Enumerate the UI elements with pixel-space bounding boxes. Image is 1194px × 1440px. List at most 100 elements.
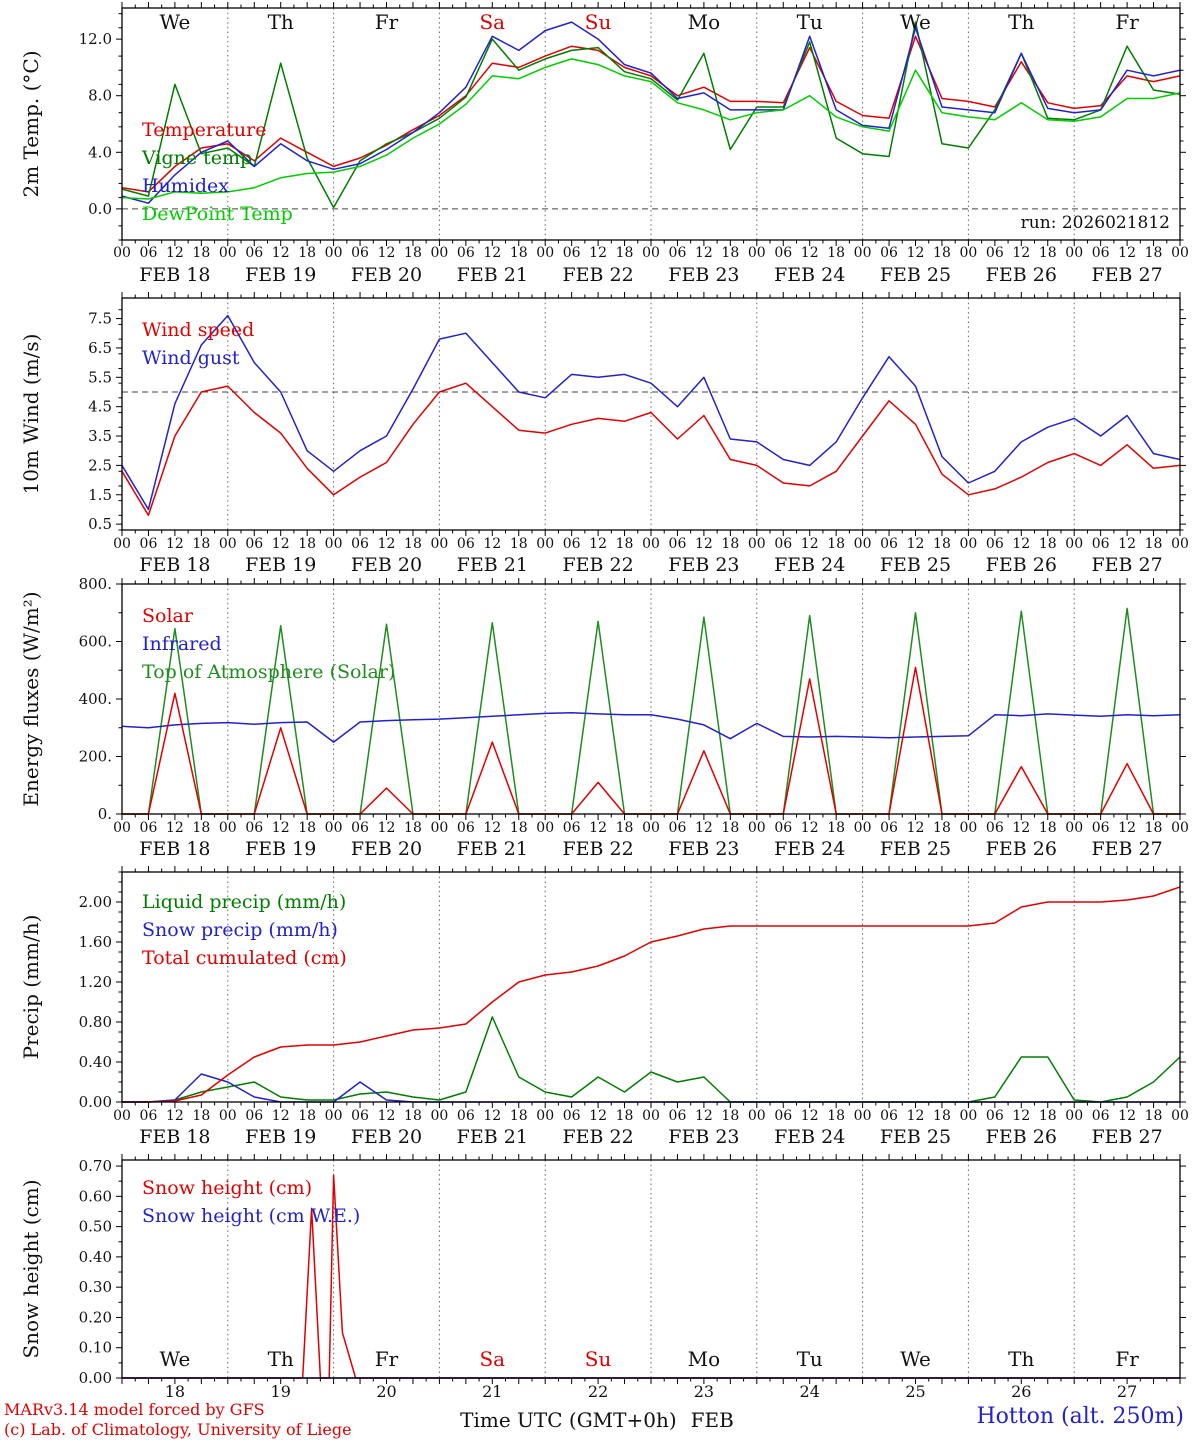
svg-text:FEB 22: FEB 22 xyxy=(562,838,633,860)
svg-text:06: 06 xyxy=(880,1108,898,1124)
svg-text:06: 06 xyxy=(669,536,687,552)
svg-text:We: We xyxy=(160,10,191,34)
svg-text:Infrared: Infrared xyxy=(142,633,222,655)
svg-text:18: 18 xyxy=(721,536,739,552)
svg-text:12: 12 xyxy=(589,245,607,261)
svg-text:00: 00 xyxy=(642,1108,660,1124)
svg-text:12: 12 xyxy=(1118,820,1136,836)
svg-text:Top of Atmosphere (Solar): Top of Atmosphere (Solar) xyxy=(142,661,395,683)
temperature-chart: 00 06 12 18 00 06 12 18 00 06 12 18 00 06 12 18 00 06 12 18… xyxy=(19,2,1189,286)
svg-text:00: 00 xyxy=(325,536,343,552)
svg-text:We: We xyxy=(900,10,931,34)
svg-text:18: 18 xyxy=(510,820,528,836)
svg-text:18: 18 xyxy=(510,536,528,552)
svg-text:06: 06 xyxy=(245,245,263,261)
svg-text:06: 06 xyxy=(669,245,687,261)
svg-text:FEB 18: FEB 18 xyxy=(139,554,210,576)
svg-text:FEB 24: FEB 24 xyxy=(774,264,845,286)
svg-text:18: 18 xyxy=(1039,536,1057,552)
svg-text:12: 12 xyxy=(801,536,819,552)
svg-text:Th: Th xyxy=(268,10,294,34)
svg-text:DewPoint Temp: DewPoint Temp xyxy=(142,203,293,225)
svg-text:18: 18 xyxy=(616,820,634,836)
svg-text:18: 18 xyxy=(933,536,951,552)
svg-text:12: 12 xyxy=(907,1108,925,1124)
svg-text:FEB 22: FEB 22 xyxy=(562,264,633,286)
svg-text:FEB 26: FEB 26 xyxy=(986,554,1057,576)
svg-text:18: 18 xyxy=(404,245,422,261)
svg-text:06: 06 xyxy=(669,820,687,836)
svg-text:FEB 24: FEB 24 xyxy=(774,1126,845,1148)
svg-text:5.5: 5.5 xyxy=(88,368,112,386)
svg-text:12: 12 xyxy=(272,820,290,836)
svg-text:FEB 25: FEB 25 xyxy=(880,264,951,286)
svg-text:12: 12 xyxy=(695,536,713,552)
svg-text:06: 06 xyxy=(1092,1108,1110,1124)
svg-text:8.0: 8.0 xyxy=(88,87,112,105)
svg-text:FEB 24: FEB 24 xyxy=(774,554,845,576)
svg-text:18: 18 xyxy=(298,536,316,552)
svg-text:25: 25 xyxy=(905,1382,925,1401)
svg-text:0.80: 0.80 xyxy=(79,1013,112,1031)
svg-text:FEB 27: FEB 27 xyxy=(1091,1126,1162,1148)
svg-text:Fr: Fr xyxy=(1115,1347,1139,1371)
model-credit-line2: (c) Lab. of Climatology, University of L… xyxy=(4,1420,352,1439)
svg-text:06: 06 xyxy=(774,820,792,836)
svg-text:24: 24 xyxy=(800,1382,820,1401)
svg-text:Temperature: Temperature xyxy=(142,119,266,141)
svg-text:Sa: Sa xyxy=(479,1347,505,1371)
svg-text:4.0: 4.0 xyxy=(88,143,112,161)
svg-text:00: 00 xyxy=(430,536,448,552)
svg-text:06: 06 xyxy=(140,536,158,552)
svg-text:06: 06 xyxy=(774,1108,792,1124)
svg-text:0.00: 0.00 xyxy=(79,1369,112,1387)
svg-text:06: 06 xyxy=(880,536,898,552)
svg-text:12: 12 xyxy=(695,820,713,836)
svg-text:FEB 22: FEB 22 xyxy=(562,554,633,576)
svg-text:FEB 23: FEB 23 xyxy=(668,1126,739,1148)
svg-text:00: 00 xyxy=(854,1108,872,1124)
svg-text:12: 12 xyxy=(695,1108,713,1124)
svg-text:0.5: 0.5 xyxy=(88,515,112,533)
svg-text:18: 18 xyxy=(404,820,422,836)
svg-text:0.60: 0.60 xyxy=(79,1187,112,1205)
svg-text:10m Wind (m/s): 10m Wind (m/s) xyxy=(19,334,43,495)
svg-text:00: 00 xyxy=(219,536,237,552)
svg-text:00: 00 xyxy=(748,536,766,552)
svg-text:Liquid precip (mm/h): Liquid precip (mm/h) xyxy=(142,891,346,913)
svg-text:06: 06 xyxy=(880,245,898,261)
svg-text:00: 00 xyxy=(748,1108,766,1124)
svg-text:0.00: 0.00 xyxy=(79,1093,112,1111)
svg-text:Vigne temp: Vigne temp xyxy=(141,147,252,169)
svg-text:18: 18 xyxy=(1145,820,1163,836)
precip-panel: 00 06 12 18 00 06 12 18 00 06 12 18 00 06 12 18 00 06 12 18… xyxy=(0,864,1194,1152)
svg-text:12: 12 xyxy=(378,820,396,836)
svg-text:06: 06 xyxy=(669,1108,687,1124)
svg-text:Mo: Mo xyxy=(688,1347,721,1371)
svg-text:0.40: 0.40 xyxy=(79,1248,112,1266)
svg-text:2.00: 2.00 xyxy=(79,893,112,911)
svg-text:00: 00 xyxy=(1065,1108,1083,1124)
svg-text:Su: Su xyxy=(585,10,612,34)
svg-text:12: 12 xyxy=(272,1108,290,1124)
snow-height-panel: 18 19 20 21 22 23 24 25 26 27 We Th Fr Sa Su Mo Tu We Th Fr… xyxy=(0,1152,1194,1440)
svg-text:FEB 23: FEB 23 xyxy=(668,838,739,860)
svg-text:FEB 23: FEB 23 xyxy=(668,554,739,576)
svg-text:Th: Th xyxy=(1008,1347,1034,1371)
svg-text:12: 12 xyxy=(272,536,290,552)
svg-text:0.70: 0.70 xyxy=(79,1157,112,1175)
svg-text:FEB 21: FEB 21 xyxy=(457,838,528,860)
temperature-panel: 00 06 12 18 00 06 12 18 00 06 12 18 00 06 12 18 00 06 12 18… xyxy=(0,0,1194,288)
svg-text:FEB 21: FEB 21 xyxy=(457,1126,528,1148)
model-credit-line1: MARv3.14 model forced by GFS xyxy=(4,1400,265,1419)
svg-text:06: 06 xyxy=(1092,536,1110,552)
svg-text:Solar: Solar xyxy=(142,605,194,627)
svg-text:Snow height (cm): Snow height (cm) xyxy=(19,1179,43,1358)
svg-text:06: 06 xyxy=(563,245,581,261)
svg-text:00: 00 xyxy=(1171,245,1189,261)
svg-text:18: 18 xyxy=(192,536,210,552)
svg-text:00: 00 xyxy=(642,820,660,836)
svg-text:FEB 23: FEB 23 xyxy=(668,264,739,286)
svg-text:12: 12 xyxy=(1012,245,1030,261)
svg-text:12: 12 xyxy=(166,820,184,836)
